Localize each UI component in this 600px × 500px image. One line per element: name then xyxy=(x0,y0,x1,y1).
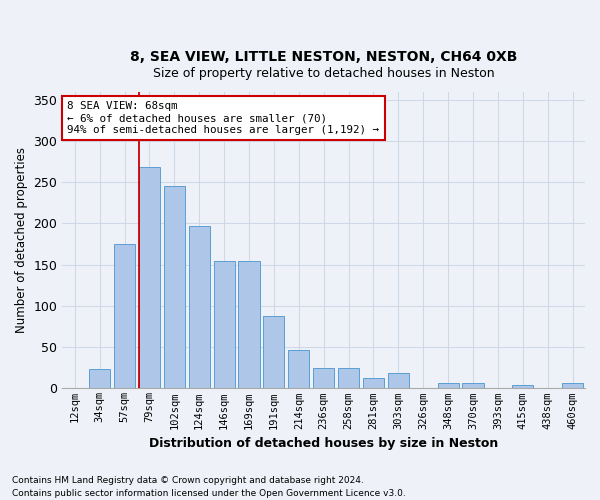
Title: 8, SEA VIEW, LITTLE NESTON, NESTON, CH64 0XB: 8, SEA VIEW, LITTLE NESTON, NESTON, CH64… xyxy=(130,50,517,64)
Bar xyxy=(338,368,359,388)
Bar xyxy=(363,378,384,388)
Bar xyxy=(512,385,533,388)
Bar xyxy=(139,168,160,388)
Bar xyxy=(288,350,310,389)
Text: Size of property relative to detached houses in Neston: Size of property relative to detached ho… xyxy=(153,66,494,80)
X-axis label: Distribution of detached houses by size in Neston: Distribution of detached houses by size … xyxy=(149,437,498,450)
Text: 8 SEA VIEW: 68sqm
← 6% of detached houses are smaller (70)
94% of semi-detached : 8 SEA VIEW: 68sqm ← 6% of detached house… xyxy=(67,102,379,134)
Bar xyxy=(114,244,135,388)
Text: Contains HM Land Registry data © Crown copyright and database right 2024.
Contai: Contains HM Land Registry data © Crown c… xyxy=(12,476,406,498)
Bar xyxy=(313,368,334,388)
Bar xyxy=(89,370,110,388)
Bar xyxy=(437,382,458,388)
Bar xyxy=(238,262,260,388)
Bar xyxy=(214,262,235,388)
Bar xyxy=(263,316,284,388)
Bar xyxy=(188,226,210,388)
Y-axis label: Number of detached properties: Number of detached properties xyxy=(15,147,28,333)
Bar xyxy=(463,382,484,388)
Bar xyxy=(164,186,185,388)
Bar xyxy=(562,384,583,388)
Bar xyxy=(388,372,409,388)
